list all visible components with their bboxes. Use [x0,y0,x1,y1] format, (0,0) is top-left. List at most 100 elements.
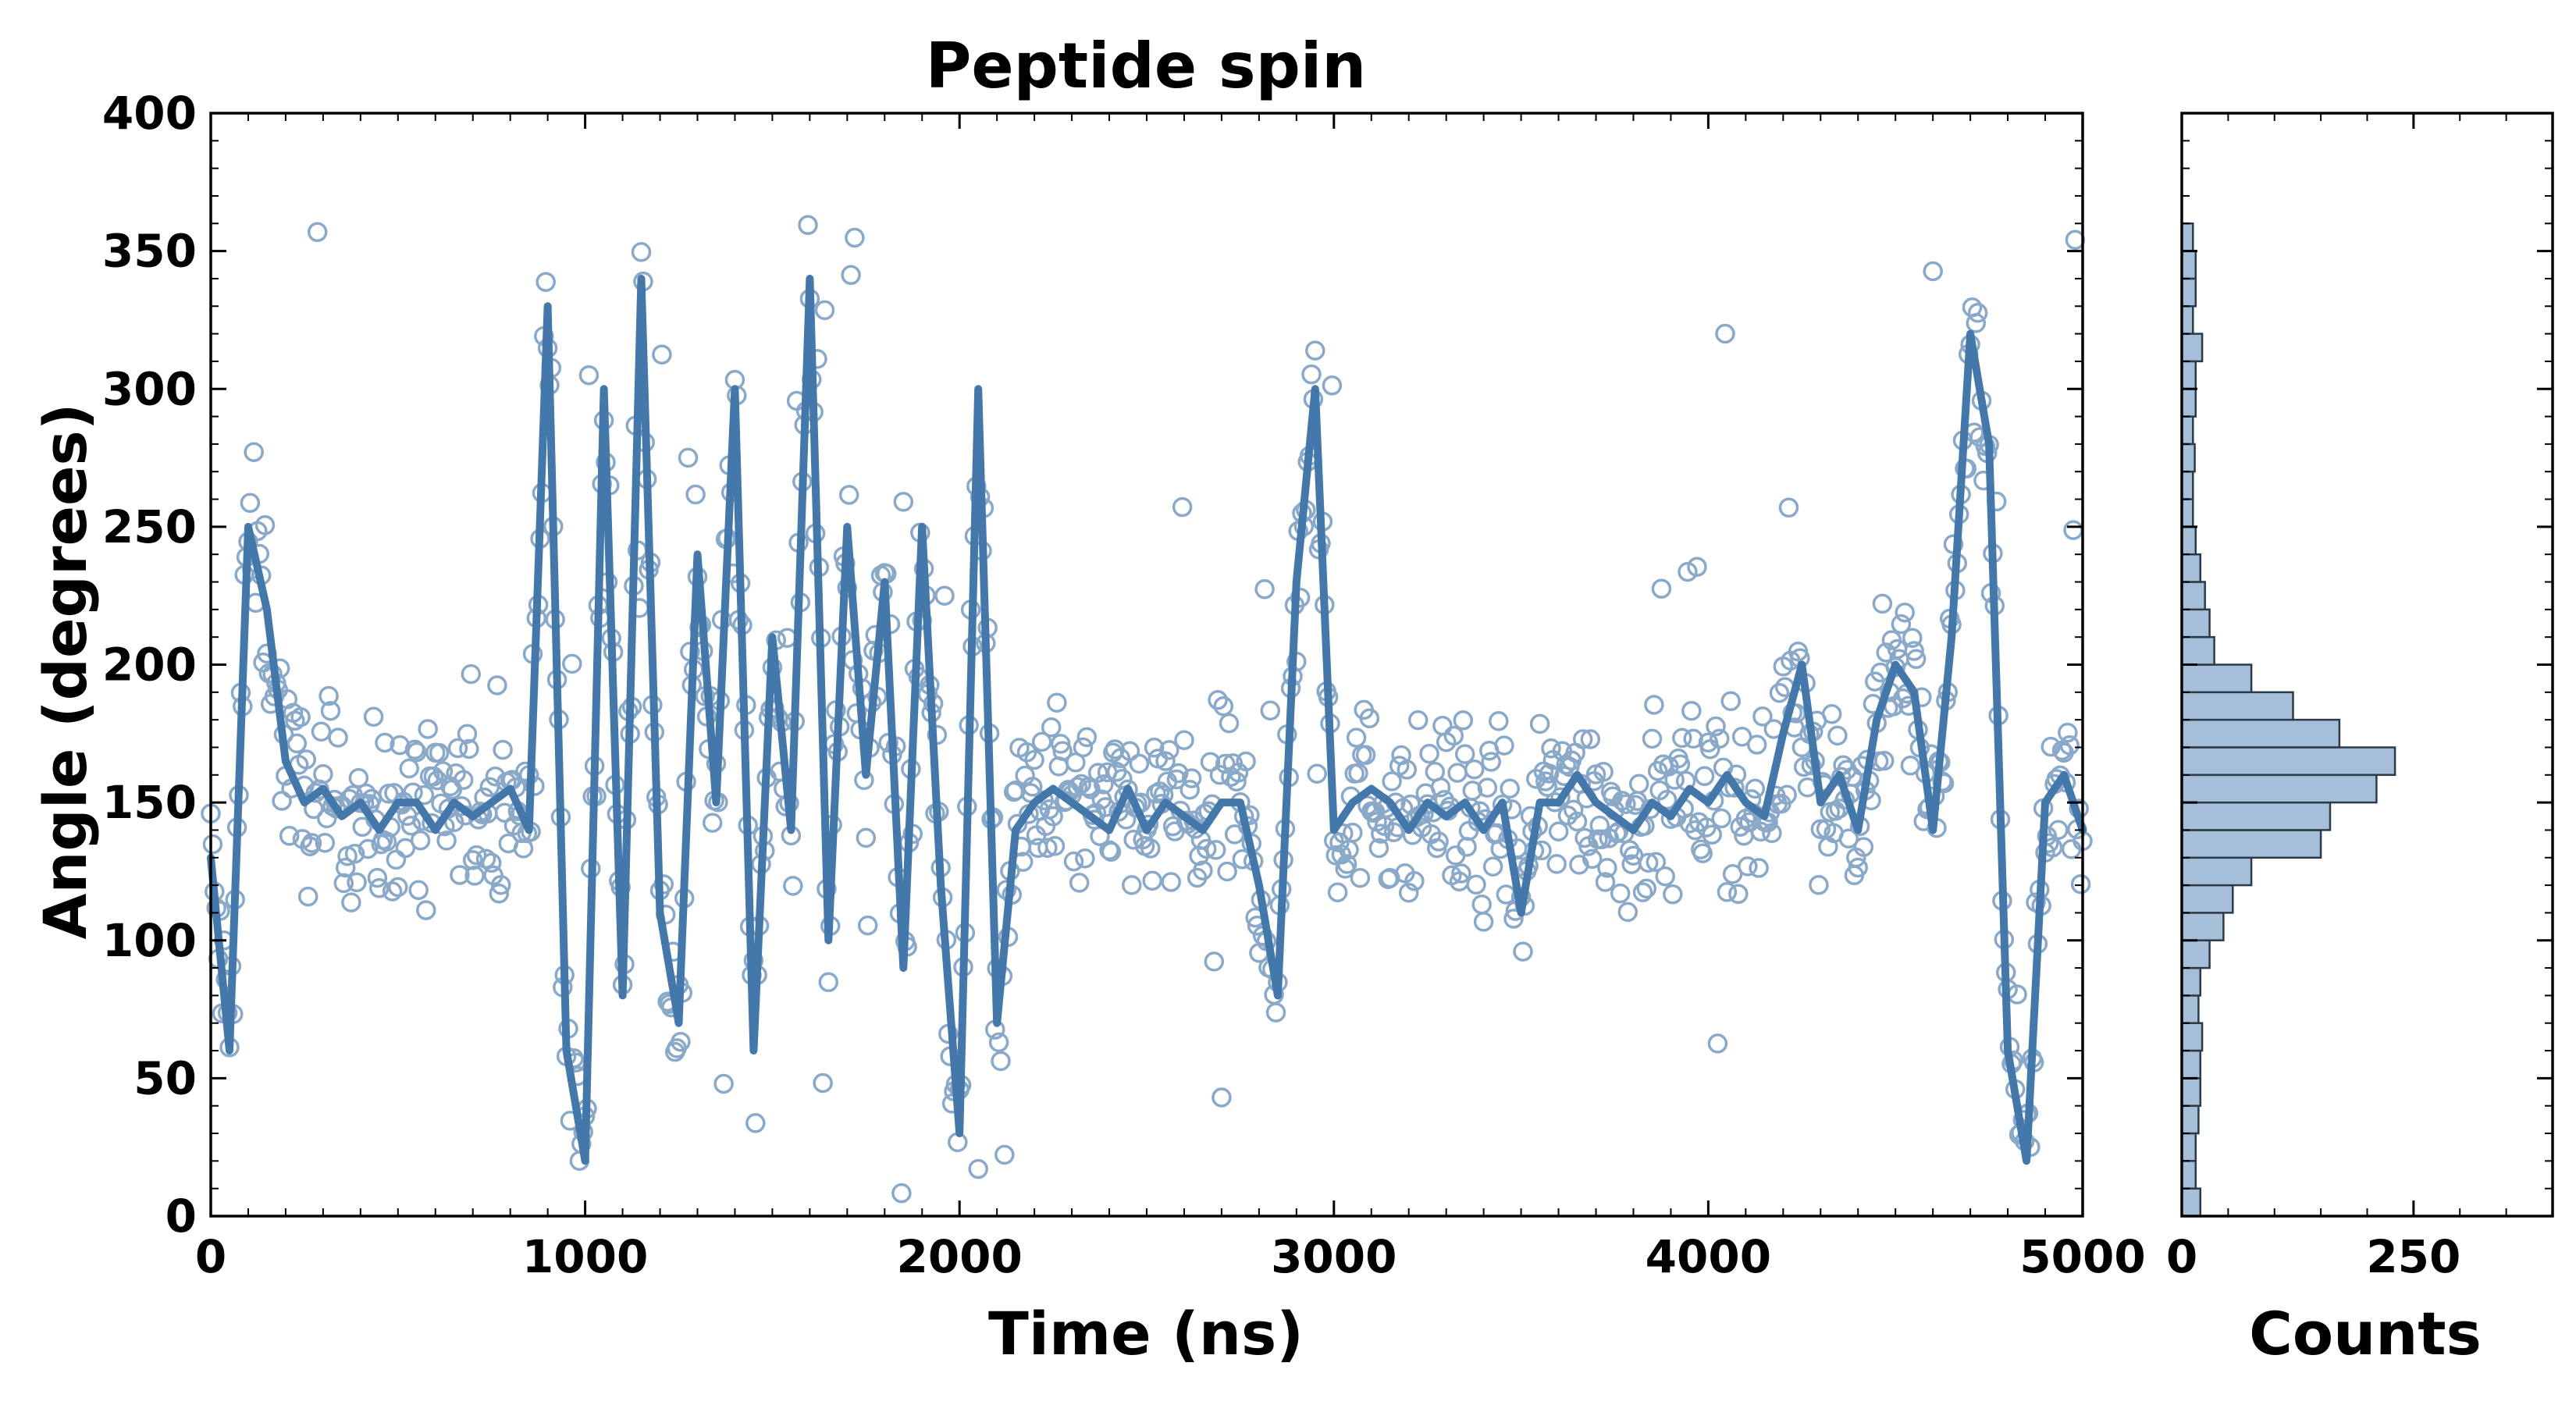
data-point [1597,858,1617,878]
data-point [1595,872,1616,892]
data-point [376,831,397,852]
data-point [1140,838,1161,859]
data-point [1419,743,1439,764]
data-point [1217,861,1237,882]
y-tick-label: 200 [102,638,197,692]
data-point [1838,828,1859,849]
data-point [891,1183,912,1204]
data-point [436,831,457,851]
data-point [450,865,470,885]
data-point [1710,728,1730,749]
data-point [562,653,582,674]
y-tick-label: 0 [165,1190,197,1243]
data-point [1161,872,1181,892]
x-tick-label: 1000 [522,1230,648,1283]
data-point [358,838,379,859]
data-point [344,843,365,864]
data-point [838,485,859,505]
data-point [1810,819,1831,839]
data-point [1204,951,1225,972]
data-point [1606,823,1627,844]
data-point [1827,725,1848,746]
data-point [369,878,390,898]
histogram-bar [2180,525,2197,556]
data-point [487,675,507,695]
data-point [857,915,878,936]
side-histogram: 0 250 Counts [2166,112,2554,1368]
data-point [464,866,485,886]
histogram-bar [2180,746,2396,777]
data-point [631,242,652,262]
data-point [2063,520,2083,540]
data-point [320,700,341,721]
data-point [333,873,354,894]
data-point [535,272,556,292]
data-point [1205,840,1226,860]
x-tick-label: 5000 [2019,1230,2145,1283]
data-point [494,802,515,823]
histogram-bar [2180,1049,2202,1080]
data-point [1037,838,1058,858]
data-point [1078,777,1099,797]
histogram-bar [2180,333,2204,363]
data-point [1181,768,1202,788]
data-point [1142,870,1162,891]
data-point [414,784,435,806]
data-point [1209,764,1230,785]
data-point [1872,593,1893,614]
histogram-bar [2180,470,2194,500]
data-point [1172,496,1193,518]
histogram-bar [2180,801,2332,831]
histogram-bar [2180,939,2211,969]
histogram-y-ticks [2182,140,2553,1190]
data-point [1612,791,1632,811]
data-point [493,739,513,760]
data-point [347,872,367,893]
data-point [1076,727,1098,748]
data-point [1144,738,1165,758]
data-point [1429,831,1449,852]
data-point [1711,808,1731,829]
data-point [1503,909,1524,929]
histogram-bar [2180,1077,2202,1107]
data-point [1179,779,1200,800]
data-point [1196,838,1217,859]
data-point [652,344,672,365]
data-point [244,442,264,462]
data-point [1891,614,1912,635]
data-point [671,1031,691,1052]
x-tick-label: 2000 [896,1230,1022,1283]
data-point [1749,858,1769,878]
data-point [418,719,438,739]
data-point [1348,763,1368,784]
data-point [1451,863,1471,884]
data-point [1383,822,1404,842]
data-point [1853,837,1874,857]
x-tick-label: 4000 [1646,1230,1771,1283]
data-point [1956,458,1977,479]
data-point [1728,884,1749,905]
data-point [1397,759,1418,780]
data-point [1589,815,1610,836]
data-point [678,447,699,468]
data-point [1129,753,1150,774]
data-point [1874,750,1895,771]
data-point [404,739,425,760]
data-point [1513,941,1533,962]
histogram-bar [2180,1160,2197,1190]
data-point [410,830,431,851]
data-point [1407,710,1429,731]
data-point [1236,751,1256,772]
data-point [1213,695,1234,717]
data-point [1457,837,1477,857]
data-point [1123,830,1144,850]
data-point [1672,727,1692,749]
data-point [466,845,487,866]
histogram-bar [2180,663,2253,694]
histogram-bar [2180,608,2211,638]
main-plot: 0 1000 2000 3000 4000 5000 0 50 100 150 200 250 300… [30,87,2146,1368]
data-point [845,227,865,248]
data-point [1193,860,1213,880]
y-tick-label: 100 [102,914,197,967]
data-point [1219,713,1240,734]
